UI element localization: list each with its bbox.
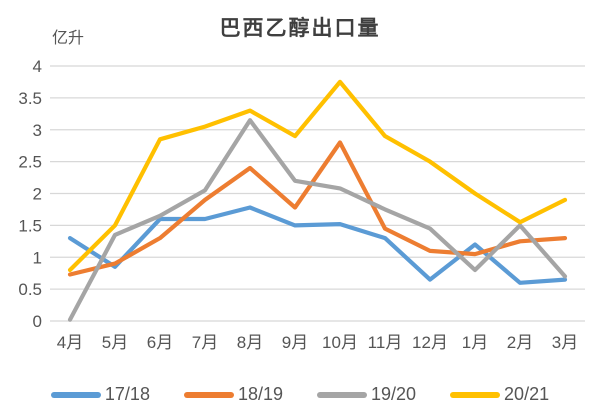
x-tick-label: 9月 <box>282 333 308 352</box>
y-tick-label: 4 <box>33 57 42 76</box>
legend-line-swatch <box>183 391 234 398</box>
y-tick-label: 0 <box>33 312 42 331</box>
x-tick-label: 7月 <box>192 333 218 352</box>
legend-item-0: 17/18 <box>50 384 150 405</box>
x-tick-label: 4月 <box>57 333 83 352</box>
legend-label: 19/20 <box>371 384 417 404</box>
series-line-3 <box>67 79 568 273</box>
chart-legend: 17/18 18/19 19/20 20/21 <box>0 384 600 405</box>
legend-line-swatch <box>317 391 367 398</box>
line-chart-plot-area: 0 0.5 1 1.5 2 2.5 3 3.5 4 4月 5月 6月 7月 8月 9月 10月 11月 12月 1月… <box>18 57 585 352</box>
x-tick-label: 10月 <box>322 333 358 352</box>
x-tick-label: 5月 <box>102 333 128 352</box>
legend-label: 17/18 <box>104 384 150 404</box>
legend-label: 20/21 <box>504 384 550 404</box>
legend-item-1: 18/19 <box>183 384 283 405</box>
y-tick-label: 2 <box>33 185 42 204</box>
y-tick-label: 3 <box>33 121 42 140</box>
y-tick-label: 3.5 <box>18 89 42 108</box>
legend-item-2: 19/20 <box>317 384 416 405</box>
chart-title: 巴西乙醇出口量 <box>219 15 381 40</box>
series-line-1 <box>67 140 568 277</box>
series-line-2 <box>67 118 568 322</box>
x-tick-label: 6月 <box>147 333 173 352</box>
y-tick-label: 0.5 <box>18 280 42 299</box>
legend-line-swatch <box>50 391 101 398</box>
y-tick-label: 2.5 <box>18 153 42 172</box>
x-tick-label: 8月 <box>237 333 263 352</box>
x-tick-label: 1月 <box>462 333 488 352</box>
y-tick-label: 1.5 <box>18 216 42 235</box>
legend-item-3: 20/21 <box>450 384 549 405</box>
legend-line-swatch <box>450 391 501 398</box>
x-tick-label: 3月 <box>552 333 578 352</box>
x-tick-label: 2月 <box>507 333 533 352</box>
x-tick-label: 11月 <box>368 333 403 352</box>
x-tick-label: 12月 <box>412 333 448 352</box>
y-tick-label: 1 <box>33 248 42 267</box>
y-axis-unit-label: 亿升 <box>52 30 85 47</box>
legend-label: 18/19 <box>237 384 283 404</box>
